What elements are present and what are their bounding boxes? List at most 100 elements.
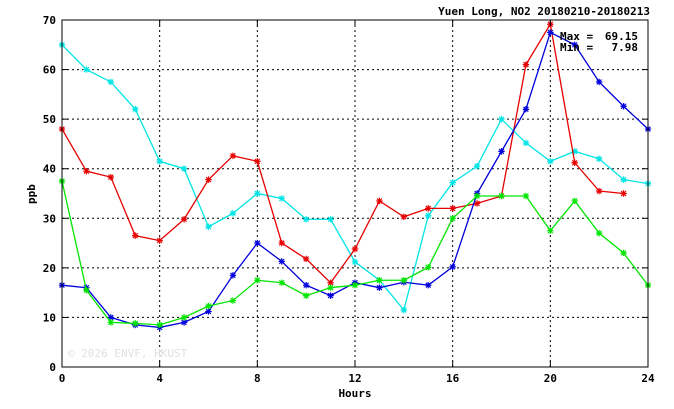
data-point [351,282,359,289]
stats-box: Max = 69.15 Min = 7.98 [560,30,638,54]
data-point [132,320,139,327]
data-point [571,159,578,166]
data-point [278,195,285,202]
data-point [132,232,139,239]
data-point [229,272,237,279]
data-point [547,158,554,165]
y-tick-label: 20 [43,262,56,275]
data-point [205,308,212,315]
data-point [620,176,627,183]
x-tick-label: 24 [641,372,655,385]
data-point [571,197,578,205]
data-point [254,277,261,284]
data-point [278,279,285,286]
data-point [522,192,530,200]
data-point [229,297,237,304]
data-point [229,210,237,217]
data-point [547,29,554,36]
x-tick-label: 20 [544,372,557,385]
x-axis-label: Hours [338,387,371,400]
data-point [620,190,627,197]
data-point [595,229,603,237]
max-label: Max = [560,30,593,43]
data-point [449,179,456,186]
data-point [107,173,115,181]
data-point [571,41,578,48]
data-point [498,115,505,123]
x-tick-label: 16 [446,372,460,385]
y-tick-label: 0 [49,361,56,374]
y-axis-label: ppb [25,184,38,204]
y-tick-label: 60 [43,64,56,77]
data-point [595,78,603,86]
data-point [156,158,163,165]
y-tick-label: 30 [43,212,56,225]
y-tick-label: 40 [43,163,56,176]
x-tick-label: 0 [59,372,66,385]
data-point [327,279,334,286]
data-point [498,148,505,155]
data-point [156,321,163,329]
data-point [595,155,603,162]
data-point [400,277,408,284]
data-point [620,103,627,110]
data-point [83,66,90,73]
data-point [327,292,334,299]
data-point [425,205,432,212]
chart-title: Yuen Long, NO2 20180210-20180213 [438,5,650,18]
data-point [302,255,310,263]
data-point [302,216,310,223]
data-point [376,197,383,205]
data-point [229,152,237,160]
data-point [83,167,90,175]
y-tick-label: 50 [43,113,56,126]
data-point [180,165,188,172]
data-point [425,212,432,220]
data-point [595,187,603,195]
data-point [83,286,90,294]
data-point [425,282,432,289]
data-point [376,284,383,291]
data-point [205,302,212,310]
data-point [449,215,456,222]
data-point [205,223,212,230]
data-point [351,258,359,266]
y-tick-label: 10 [43,311,56,324]
data-point [180,314,188,321]
y-tick-label: 70 [43,14,56,27]
max-value: 69.15 [605,30,638,43]
data-point [473,192,481,200]
data-point [425,264,432,271]
data-point [180,216,188,223]
data-point [278,258,285,265]
data-point [547,227,554,234]
data-point [254,239,261,247]
data-point [302,282,310,289]
data-point [473,200,481,207]
data-point [449,205,456,212]
x-tick-label: 8 [254,372,261,385]
data-point [498,192,505,200]
data-point [620,249,627,257]
data-point [180,319,188,326]
data-point [156,237,163,244]
data-point [327,216,334,223]
data-point [278,239,285,247]
watermark: © 2026 ENVF, HKUST [68,347,188,360]
data-point [302,292,310,299]
data-point [522,61,530,68]
data-point [449,263,456,271]
x-tick-label: 12 [348,372,361,385]
data-point [400,213,408,220]
data-point [522,106,530,113]
data-point [327,284,334,291]
data-point [254,158,261,165]
data-point [107,78,115,86]
data-point [376,277,383,284]
data-point [473,163,481,170]
series-line [61,22,624,284]
data-point [571,148,578,155]
data-point [400,306,408,314]
